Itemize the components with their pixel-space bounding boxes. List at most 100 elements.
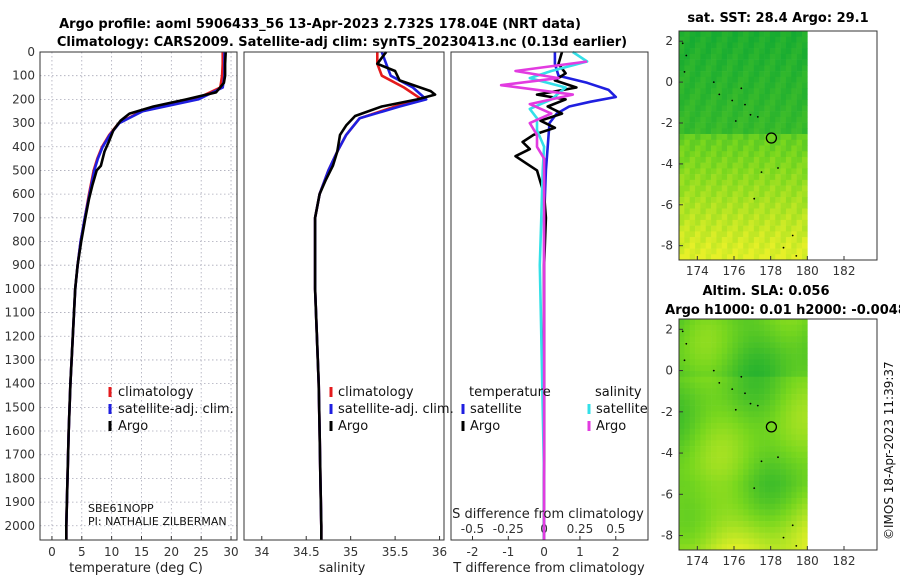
heatmap-cell	[743, 105, 749, 112]
heatmap-cell	[689, 139, 696, 146]
heatmap-cell	[705, 353, 712, 360]
heatmap-cell	[796, 480, 803, 487]
x-tick-label: 0	[48, 545, 56, 559]
salinity-axes	[243, 51, 445, 541]
heatmap-cell	[775, 242, 781, 249]
heatmap-cell	[695, 202, 701, 209]
depth-tick-label: 1400	[4, 377, 35, 391]
heatmap-cell	[796, 457, 803, 464]
island-dot	[777, 167, 779, 169]
heatmap-cell	[695, 36, 701, 43]
heatmap-cell	[775, 526, 781, 533]
heatmap-cell	[689, 422, 696, 430]
heatmap-cell	[716, 434, 723, 441]
depth-tick-label: 100	[12, 69, 35, 83]
heatmap-cell	[769, 197, 776, 204]
heatmap-cell	[721, 463, 728, 470]
x-tick-label: 35.5	[382, 545, 409, 559]
heatmap-cell	[775, 145, 781, 152]
float-info-line1: SBE61NOPP	[88, 502, 154, 515]
heatmap-cell	[727, 122, 733, 129]
heatmap-cell	[689, 214, 696, 221]
heatmap-cell	[679, 353, 685, 360]
heatmap-cell	[732, 248, 739, 255]
heatmap-cell	[695, 342, 701, 349]
legend-satellite-label: satellite-adj. clim.	[118, 402, 234, 417]
heatmap-cell	[679, 151, 685, 158]
heatmap-cell	[743, 202, 749, 209]
heatmap-cell	[753, 185, 760, 192]
heatmap-cell	[737, 486, 744, 493]
heatmap-cell	[716, 248, 723, 255]
heatmap-cell	[689, 492, 696, 499]
heatmap-cell	[695, 254, 701, 261]
heatmap-cell	[721, 509, 728, 516]
heatmap-cell	[737, 116, 744, 123]
heatmap-cell	[759, 370, 765, 378]
island-dot	[795, 255, 798, 257]
heatmap-cell	[764, 330, 771, 337]
heatmap-cell	[732, 225, 739, 232]
heatmap-cell	[764, 88, 771, 95]
heatmap-cell	[695, 111, 701, 118]
heatmap-cell	[689, 515, 696, 522]
heatmap-cell	[759, 105, 765, 112]
heatmap-cell	[679, 411, 685, 418]
heatmap-cell	[684, 319, 690, 326]
heatmap-cell	[759, 122, 765, 129]
heatmap-cell	[727, 411, 733, 418]
heatmap-cell	[732, 179, 739, 186]
heatmap-cell	[705, 53, 712, 60]
heatmap-cell	[769, 122, 776, 129]
heatmap-cell	[684, 347, 690, 354]
heatmap-cell	[764, 463, 771, 470]
legend-s-satellite-label: satellite	[596, 402, 648, 417]
heatmap-cell	[716, 376, 723, 383]
heatmap-cell	[743, 134, 749, 141]
heatmap-cell	[716, 197, 723, 204]
heatmap-cell	[716, 469, 723, 476]
heatmap-cell	[716, 31, 723, 38]
heatmap-cell	[801, 457, 808, 464]
heatmap-cell	[743, 139, 749, 146]
heatmap-cell	[764, 156, 771, 163]
heatmap-cell	[785, 174, 792, 181]
heatmap-cell	[684, 526, 690, 533]
map-x-tick-label: 176	[723, 554, 746, 568]
heatmap-cell	[796, 145, 803, 152]
heatmap-cell	[695, 463, 701, 470]
x-tick-label: 1	[576, 545, 584, 559]
heatmap-cell	[775, 59, 781, 66]
heatmap-cell	[791, 162, 797, 169]
heatmap-cell	[732, 503, 739, 510]
heatmap-cell	[716, 359, 723, 366]
heatmap-cell	[705, 469, 712, 476]
heatmap-cell	[700, 324, 707, 331]
heatmap-cell	[769, 248, 776, 255]
heatmap-cell	[775, 347, 781, 354]
heatmap-cell	[775, 197, 781, 204]
sla-map-islands	[681, 330, 798, 547]
heatmap-cell	[705, 434, 712, 441]
heatmap-cell	[684, 53, 690, 60]
heatmap-cell	[711, 457, 717, 464]
heatmap-cell	[764, 382, 771, 389]
heatmap-cell	[753, 231, 760, 238]
heatmap-cell	[764, 191, 771, 198]
heatmap-cell	[748, 128, 755, 135]
heatmap-cell	[737, 492, 744, 499]
heatmap-cell	[705, 202, 712, 209]
heatmap-cell	[764, 248, 771, 255]
heatmap-cell	[684, 197, 690, 204]
heatmap-cell	[753, 376, 760, 383]
heatmap-cell	[785, 336, 792, 343]
legend-t-argo-label: Argo	[470, 419, 500, 434]
x-tick-label: -1	[502, 545, 514, 559]
heatmap-cell	[759, 365, 765, 372]
heatmap-cell	[700, 197, 707, 204]
heatmap-cell	[732, 324, 739, 331]
heatmap-cell	[737, 399, 744, 406]
heatmap-cell	[737, 179, 744, 186]
heatmap-cell	[753, 76, 760, 83]
heatmap-cell	[764, 515, 771, 522]
